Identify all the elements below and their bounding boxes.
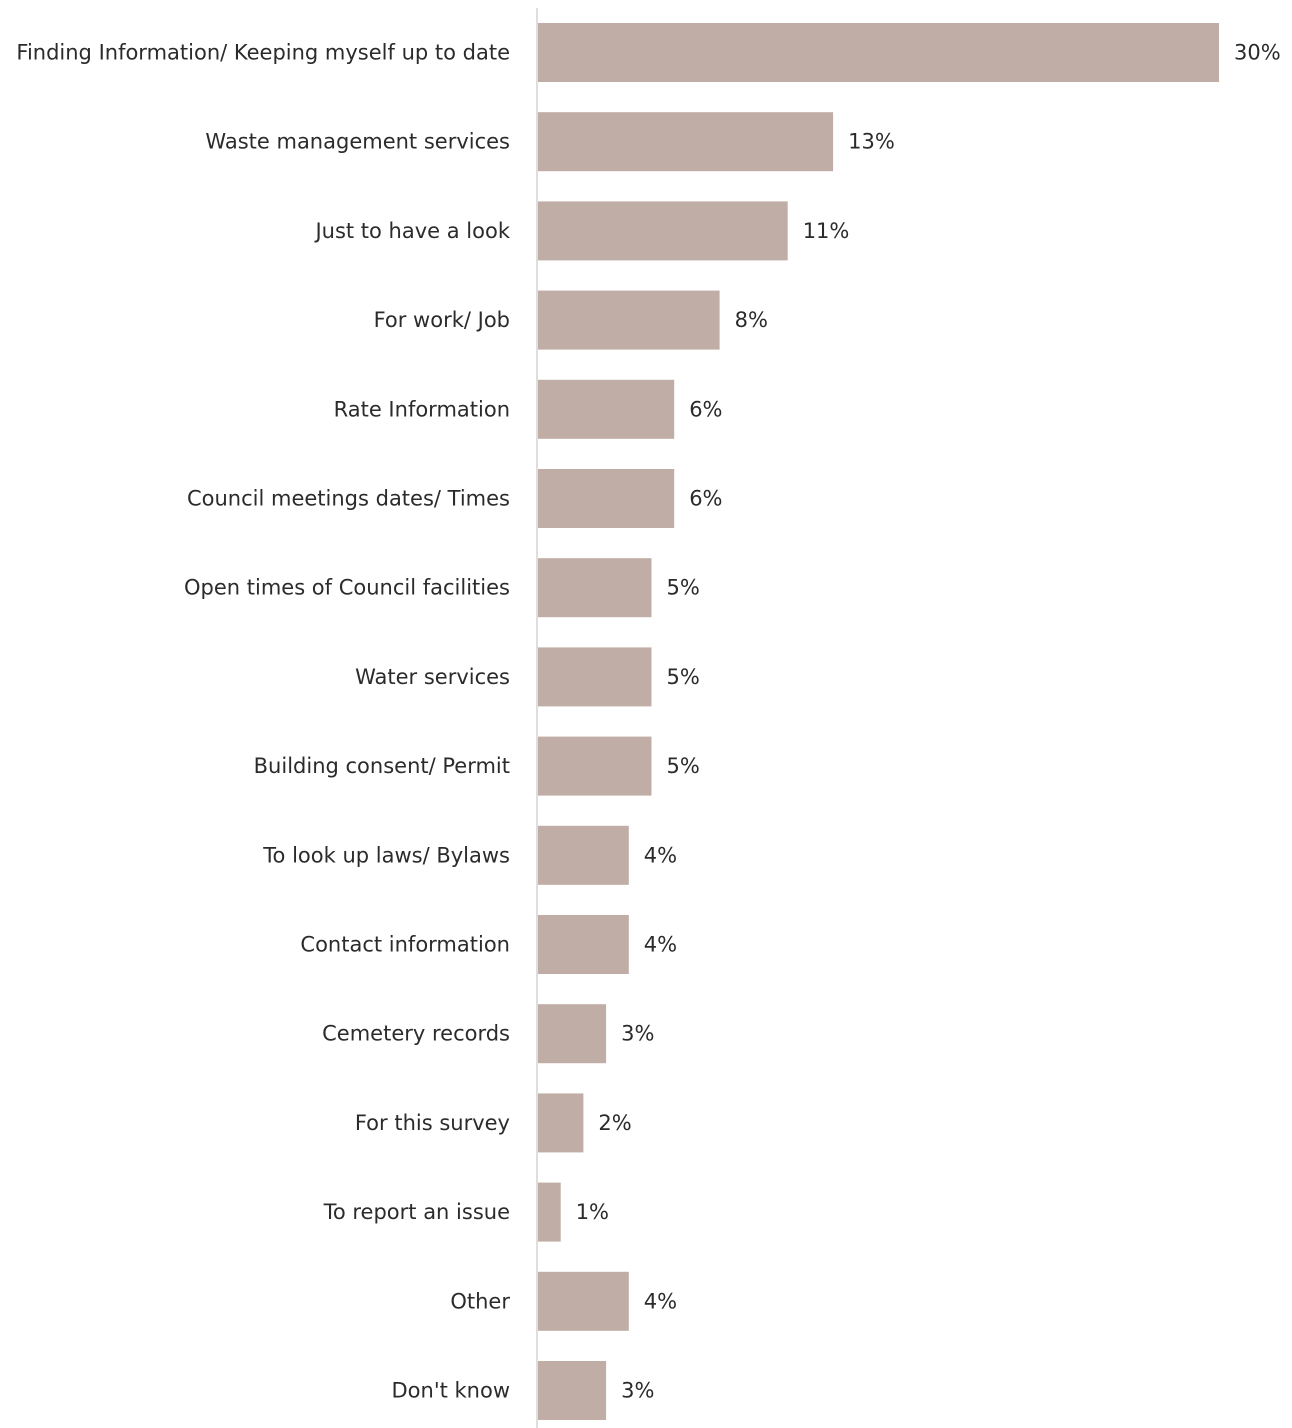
value-label: 13% [848, 130, 895, 154]
bar [538, 1271, 629, 1331]
bar [538, 915, 629, 974]
bar [538, 379, 675, 439]
bar [538, 23, 1219, 82]
value-label: 4% [644, 843, 677, 867]
value-label: 5% [667, 665, 700, 689]
bar [538, 469, 675, 528]
value-label: 4% [644, 1289, 677, 1313]
category-label: Other [450, 1289, 510, 1313]
bar [538, 825, 629, 885]
category-label: Rate Information [334, 397, 510, 421]
bar [538, 290, 720, 350]
category-label: To report an issue [323, 1200, 510, 1224]
category-label: Contact information [300, 933, 510, 957]
value-label: 2% [598, 1111, 631, 1135]
value-label: 6% [689, 487, 722, 511]
category-label: Building consent/ Permit [254, 754, 510, 778]
category-label: Water services [355, 665, 510, 689]
category-label: Council meetings dates/ Times [187, 487, 510, 511]
category-label: Open times of Council facilities [184, 576, 510, 600]
category-label: Don't know [391, 1379, 510, 1403]
value-label: 5% [667, 754, 700, 778]
bar [538, 201, 788, 261]
bar [538, 1361, 607, 1420]
bar [538, 1093, 584, 1153]
bar [538, 112, 834, 172]
value-label: 3% [621, 1022, 654, 1046]
bar [538, 558, 652, 618]
value-label: 5% [667, 576, 700, 600]
value-label: 1% [576, 1200, 609, 1224]
category-label: To look up laws/ Bylaws [262, 843, 510, 867]
value-label: 11% [803, 219, 850, 243]
value-label: 3% [621, 1379, 654, 1403]
category-label: Waste management services [205, 130, 510, 154]
category-label: For work/ Job [374, 308, 510, 332]
category-label: Just to have a look [313, 219, 510, 243]
value-label: 6% [689, 397, 722, 421]
bar [538, 647, 652, 707]
bars-group [538, 23, 1219, 1420]
category-label: Finding Information/ Keeping myself up t… [16, 41, 510, 65]
bar [538, 1182, 561, 1242]
category-label: Cemetery records [322, 1022, 510, 1046]
category-labels-group: Finding Information/ Keeping myself up t… [16, 41, 510, 1403]
bar [538, 1004, 607, 1064]
value-label: 4% [644, 933, 677, 957]
category-label: For this survey [355, 1111, 510, 1135]
bar [538, 736, 652, 796]
value-labels-group: 30% 13% 11% 8% 6% 6% 5% 5% 5% 4% 4% 3% 2% 1% 4% 3% [576, 41, 1281, 1403]
value-label: 8% [735, 308, 768, 332]
value-label: 30% [1234, 41, 1281, 65]
